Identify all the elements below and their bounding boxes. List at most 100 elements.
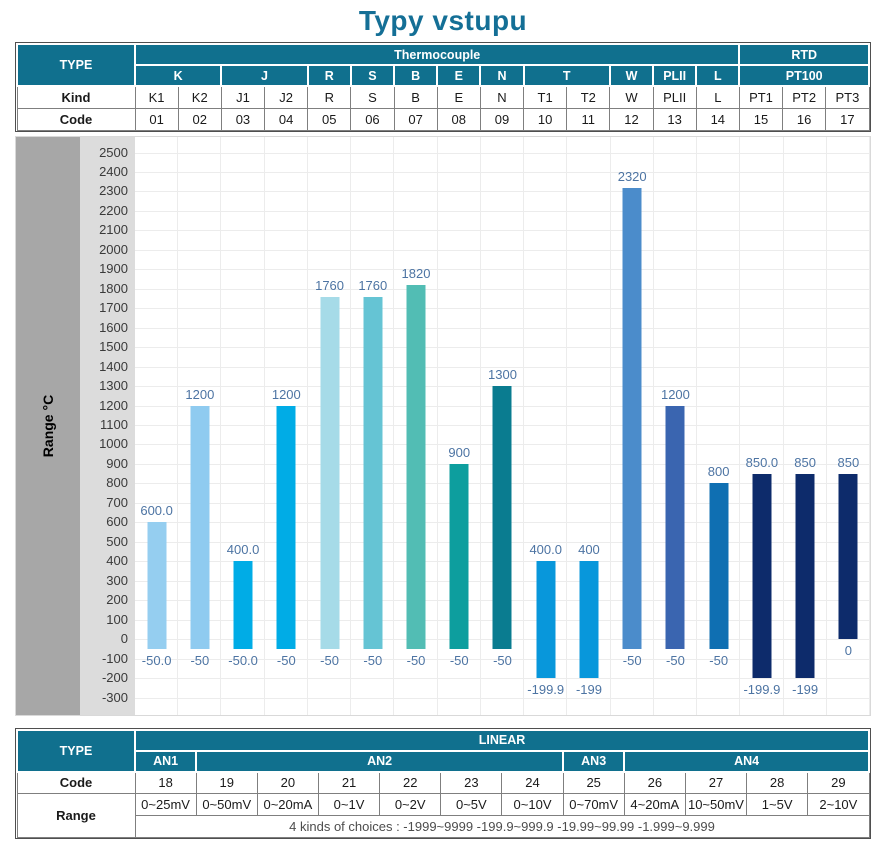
code-cell: 22: [379, 771, 442, 794]
code-cell: 02: [177, 107, 222, 131]
y-tick-label: 2400: [99, 163, 128, 179]
code-cell: 01: [134, 107, 179, 131]
gridline-vertical: [220, 136, 222, 715]
bar-PT1: [752, 473, 772, 678]
range-cell: 2~10V: [807, 793, 870, 816]
y-tick-label: 0: [120, 631, 128, 647]
bar-column-B: 1820 -50: [394, 137, 437, 715]
gridline-horizontal: [135, 152, 870, 154]
group-header-linear: LINEAR: [134, 728, 870, 752]
bar-high-label: 600.0: [140, 503, 173, 519]
gridline-horizontal: [135, 678, 870, 680]
bar-R: [320, 296, 340, 649]
bar-low-label: -50: [449, 652, 469, 668]
y-tick-label: 1200: [99, 397, 128, 413]
code-cell: 07: [393, 107, 438, 131]
range-cell: 0~20mA: [256, 793, 319, 816]
bar-column-N: 1300 -50: [481, 137, 524, 715]
gridline-vertical: [479, 136, 481, 715]
code-row: Code 01 02 03 04 05 06 07 08 09 10 11 12…: [16, 107, 870, 131]
type-header-plii: PLII: [652, 64, 698, 87]
bar-W: [622, 187, 642, 649]
kind-cell: S: [350, 85, 395, 109]
type-header-l: L: [695, 64, 741, 87]
code-cell: 23: [440, 771, 503, 794]
bar-L: [709, 483, 729, 649]
y-tick-label: -200: [101, 670, 128, 686]
bar-high-label: 1760: [315, 277, 345, 293]
code-cell: 04: [264, 107, 309, 131]
bar-column-T2: 400 -199: [567, 137, 610, 715]
code-cell: 21: [317, 771, 381, 794]
bar-column-K1: 600.0 -50.0: [135, 137, 178, 715]
bar-high-label: 800: [707, 464, 730, 480]
bar-high-label: 1200: [185, 386, 215, 402]
y-tick-label: 2300: [99, 183, 128, 199]
bar-column-K2: 1200 -50: [178, 137, 221, 715]
subgroup-header-an3: AN3: [562, 749, 626, 773]
range-cell: 0~10V: [501, 793, 564, 816]
gridline-horizontal: [135, 249, 870, 251]
kind-cell: L: [695, 85, 740, 109]
code-cell: 26: [623, 771, 686, 794]
y-tick-label: 2000: [99, 241, 128, 257]
type-header-w: W: [608, 64, 655, 87]
bar-low-label: -50: [190, 652, 210, 668]
bar-column-S: 1760 -50: [351, 137, 394, 715]
bar-low-label: -50.0: [141, 652, 172, 668]
gridline-vertical: [825, 136, 827, 715]
bar-low-label: -199.9: [743, 682, 781, 698]
y-tick-label: 300: [106, 572, 128, 588]
type-header-j: J: [220, 64, 309, 87]
code-row-label: Code: [16, 107, 136, 131]
y-tick-label: 100: [106, 611, 128, 627]
bar-high-label: 1760: [358, 277, 388, 293]
y-tick-label: 1400: [99, 358, 128, 374]
gridline-vertical: [263, 136, 265, 715]
range-cell: 0~2V: [379, 793, 442, 816]
bar-high-label: 400.0: [226, 542, 260, 558]
bar-low-label: -199.9: [527, 682, 565, 698]
code-cell: 27: [684, 771, 748, 794]
kind-row: Kind K1 K2 J1 J2 R S B E N T1 T2 W PLII …: [16, 85, 870, 109]
subgroup-header-an4: AN4: [623, 749, 870, 773]
range-row-label: Range: [16, 793, 136, 838]
code-cell: 24: [501, 771, 564, 794]
bar-K1: [147, 522, 167, 649]
kind-cell: PT2: [782, 85, 827, 109]
code-cell: 03: [220, 107, 266, 131]
bar-low-label: -199: [575, 681, 602, 697]
code-cell: 14: [695, 107, 740, 131]
note-row: 4 kinds of choices : -1999~9999 -199.9~9…: [17, 815, 870, 838]
bar-low-label: -50: [709, 652, 729, 668]
table-row: TYPE LINEAR: [16, 728, 870, 773]
bar-low-label: -50: [320, 652, 339, 668]
bar-B: [406, 284, 426, 649]
y-tick-label: 200: [106, 592, 128, 608]
bar-low-label: 0: [844, 643, 852, 659]
y-tick-label: 1800: [99, 280, 128, 296]
y-tick-label: 1700: [99, 300, 128, 316]
gridline-vertical: [652, 136, 654, 715]
y-tick-label: 1100: [100, 417, 128, 432]
y-tick-label: 2200: [99, 202, 128, 218]
group-header-rtd: RTD: [738, 43, 870, 66]
bar-low-label: -50: [666, 652, 685, 668]
code-cell: 16: [782, 107, 827, 131]
subgroup-header-an2: AN2: [195, 749, 565, 773]
gridline-horizontal: [135, 191, 870, 193]
gridline-horizontal: [135, 230, 870, 232]
code-row-label: Code: [16, 771, 136, 794]
gridline-horizontal: [135, 366, 870, 368]
kind-cell: T1: [523, 85, 568, 109]
bar-N: [492, 386, 512, 649]
code-cell: 29: [807, 771, 870, 794]
bar-high-label: 850: [837, 454, 860, 470]
y-tick-label: 800: [106, 475, 128, 491]
kind-cell: R: [307, 85, 352, 109]
y-tick-label: -100: [101, 650, 128, 666]
code-cell: 20: [256, 771, 319, 794]
linear-type-table: TYPE LINEAR AN1 AN2 AN3 AN4 Code 18 19 2…: [15, 727, 871, 839]
gridline-vertical: [696, 136, 698, 715]
gridline-horizontal: [135, 327, 870, 329]
